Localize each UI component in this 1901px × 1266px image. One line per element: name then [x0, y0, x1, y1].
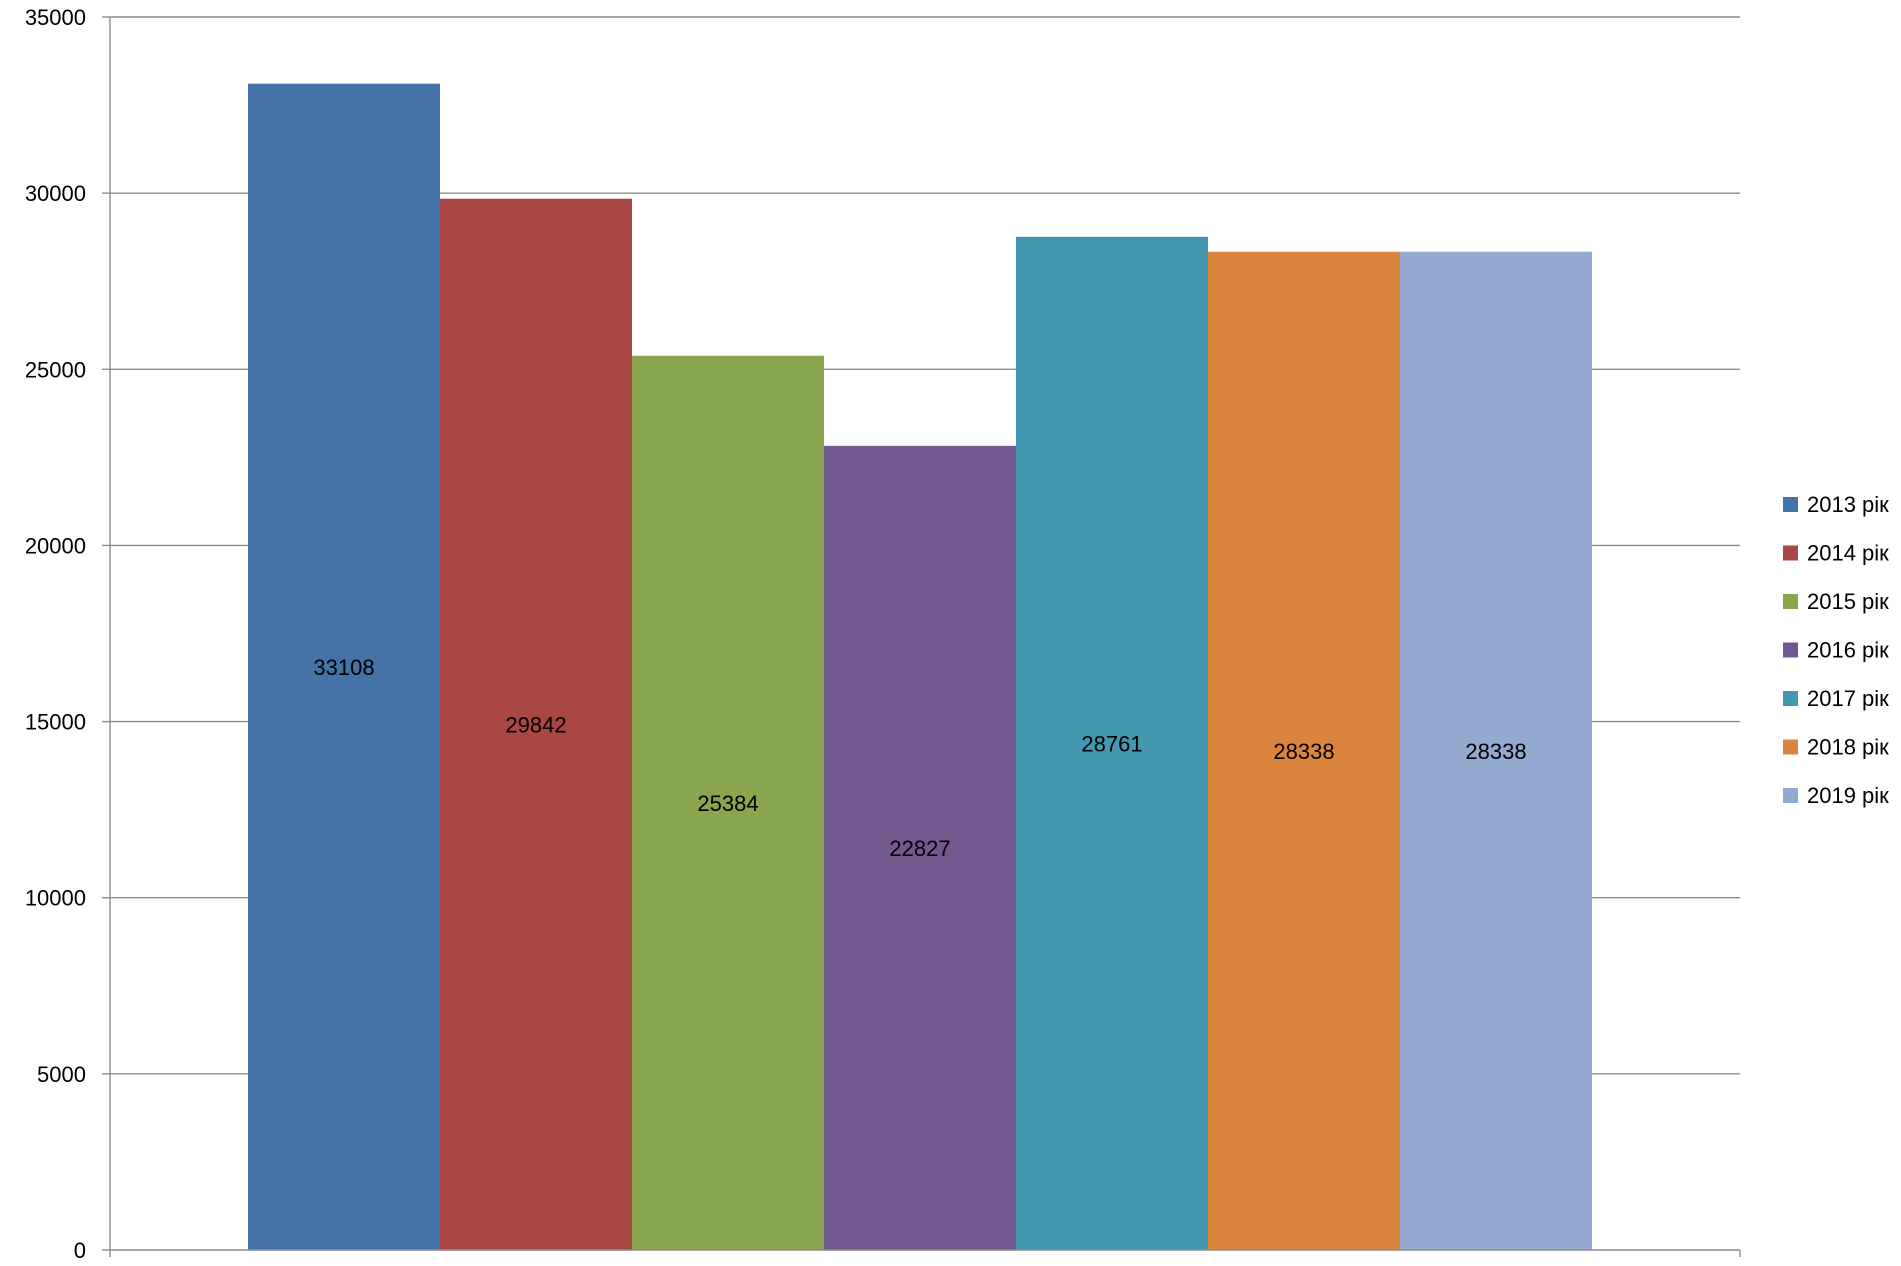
legend-swatch [1783, 642, 1798, 658]
y-tick-label: 0 [74, 1238, 86, 1261]
legend-label: 2016 рік [1807, 638, 1889, 663]
y-tick-label: 30000 [25, 181, 86, 206]
axes: 0 5000 10000 15000 20000 25000 30000 35000 [25, 5, 1741, 1263]
y-tick-label: 5000 [37, 1062, 86, 1087]
bars [248, 83, 1592, 1250]
data-label: 33108 [313, 655, 374, 680]
legend-swatch [1783, 497, 1798, 512]
legend-label: 2015 рік [1807, 589, 1889, 614]
data-label: 22827 [889, 836, 950, 861]
legend-swatch [1783, 545, 1798, 561]
y-tick-label: 15000 [25, 710, 86, 735]
data-labels: 33108 29842 25384 22827 28761 28338 28338 [313, 655, 1526, 861]
legend-label: 2013 рік [1807, 492, 1889, 517]
legend-label: 2018 рік [1807, 735, 1889, 760]
y-tick-label: 10000 [25, 886, 86, 911]
legend-swatch [1783, 739, 1798, 755]
bar-2014-рік [440, 198, 632, 1250]
data-label: 29842 [505, 712, 566, 737]
legend-label: 2014 рік [1807, 541, 1889, 566]
bar-2015-рік [632, 355, 824, 1250]
data-label: 28338 [1465, 739, 1526, 764]
legend-label: 2017 рік [1807, 686, 1889, 711]
data-label: 28338 [1273, 739, 1334, 764]
bar-2018-рік [1208, 251, 1400, 1250]
y-tick-label: 25000 [25, 357, 86, 382]
bar-2019-рік [1400, 251, 1592, 1250]
y-tick-label: 35000 [25, 5, 86, 30]
legend: 2013 рік 2014 рік 2015 рік 2016 рік 2017 рік… [1783, 492, 1889, 808]
bar-2017-рік [1016, 236, 1208, 1250]
bar-2013-рік [248, 83, 440, 1250]
legend-label: 2019 рік [1807, 783, 1889, 808]
y-tick-label: 20000 [25, 533, 86, 558]
data-label: 28761 [1081, 731, 1142, 756]
bar-2016-рік [824, 445, 1016, 1250]
data-label: 25384 [697, 791, 758, 816]
legend-swatch [1783, 691, 1798, 706]
legend-swatch [1783, 594, 1798, 609]
legend-swatch [1783, 788, 1798, 803]
